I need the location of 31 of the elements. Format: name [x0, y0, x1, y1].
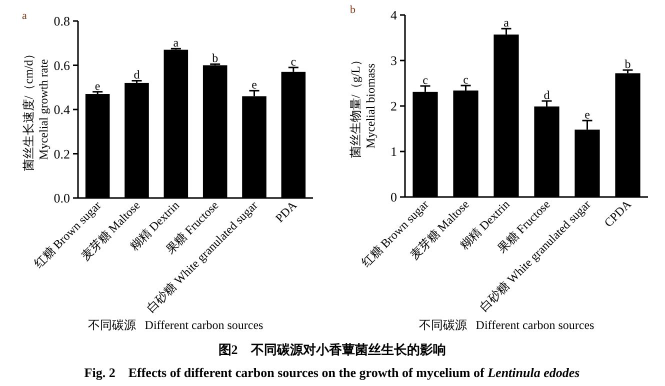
y-tick-label: 0.0 [54, 190, 70, 206]
y-tick-label: 0.6 [54, 58, 70, 73]
annotation: a [173, 36, 180, 50]
y-tick-label: 0.8 [54, 14, 70, 28]
chart-title: a [22, 10, 27, 22]
y-tick-label: 2 [390, 98, 397, 114]
annotation: d [134, 68, 140, 82]
y-axis-title: 菌丝生长速度/（cm/d） Mycelial growth rate [22, 48, 50, 172]
y-axis-title: 菌丝生物量/（g/L） Mycelial biomass [348, 54, 378, 158]
annotation: c [422, 72, 428, 87]
annotation: c [290, 54, 296, 68]
y-tick-label: 1 [390, 144, 397, 159]
annotation: b [212, 51, 218, 66]
annotation: b [624, 57, 631, 72]
caption: Fig. 2 Effects of different carbon sources on the growth of mycelium of Lentinula edodes [84, 365, 580, 380]
x-axis-title: 不同碳源 Different carbon sources [88, 318, 264, 332]
annotation: a [504, 16, 510, 30]
y-tick-label: 0 [390, 190, 397, 204]
y-tick-label: 4 [390, 8, 398, 22]
x-axis-title: 不同碳源 Different carbon sources [418, 318, 595, 332]
annotation: c [463, 72, 468, 87]
caption: 图2 不同碳源对小香蕈菌丝生长的影响 [218, 342, 446, 357]
y-tick-label: 3 [390, 53, 397, 68]
y-tick-label: 0.2 [54, 146, 70, 162]
annotation: e [584, 108, 590, 122]
x-tick-label: PDA [272, 198, 300, 226]
chart-title: b [350, 4, 356, 16]
annotation: e [94, 78, 100, 93]
annotation: d [544, 88, 550, 102]
annotation: e [252, 78, 257, 92]
y-tick-label: 0.4 [54, 102, 70, 117]
